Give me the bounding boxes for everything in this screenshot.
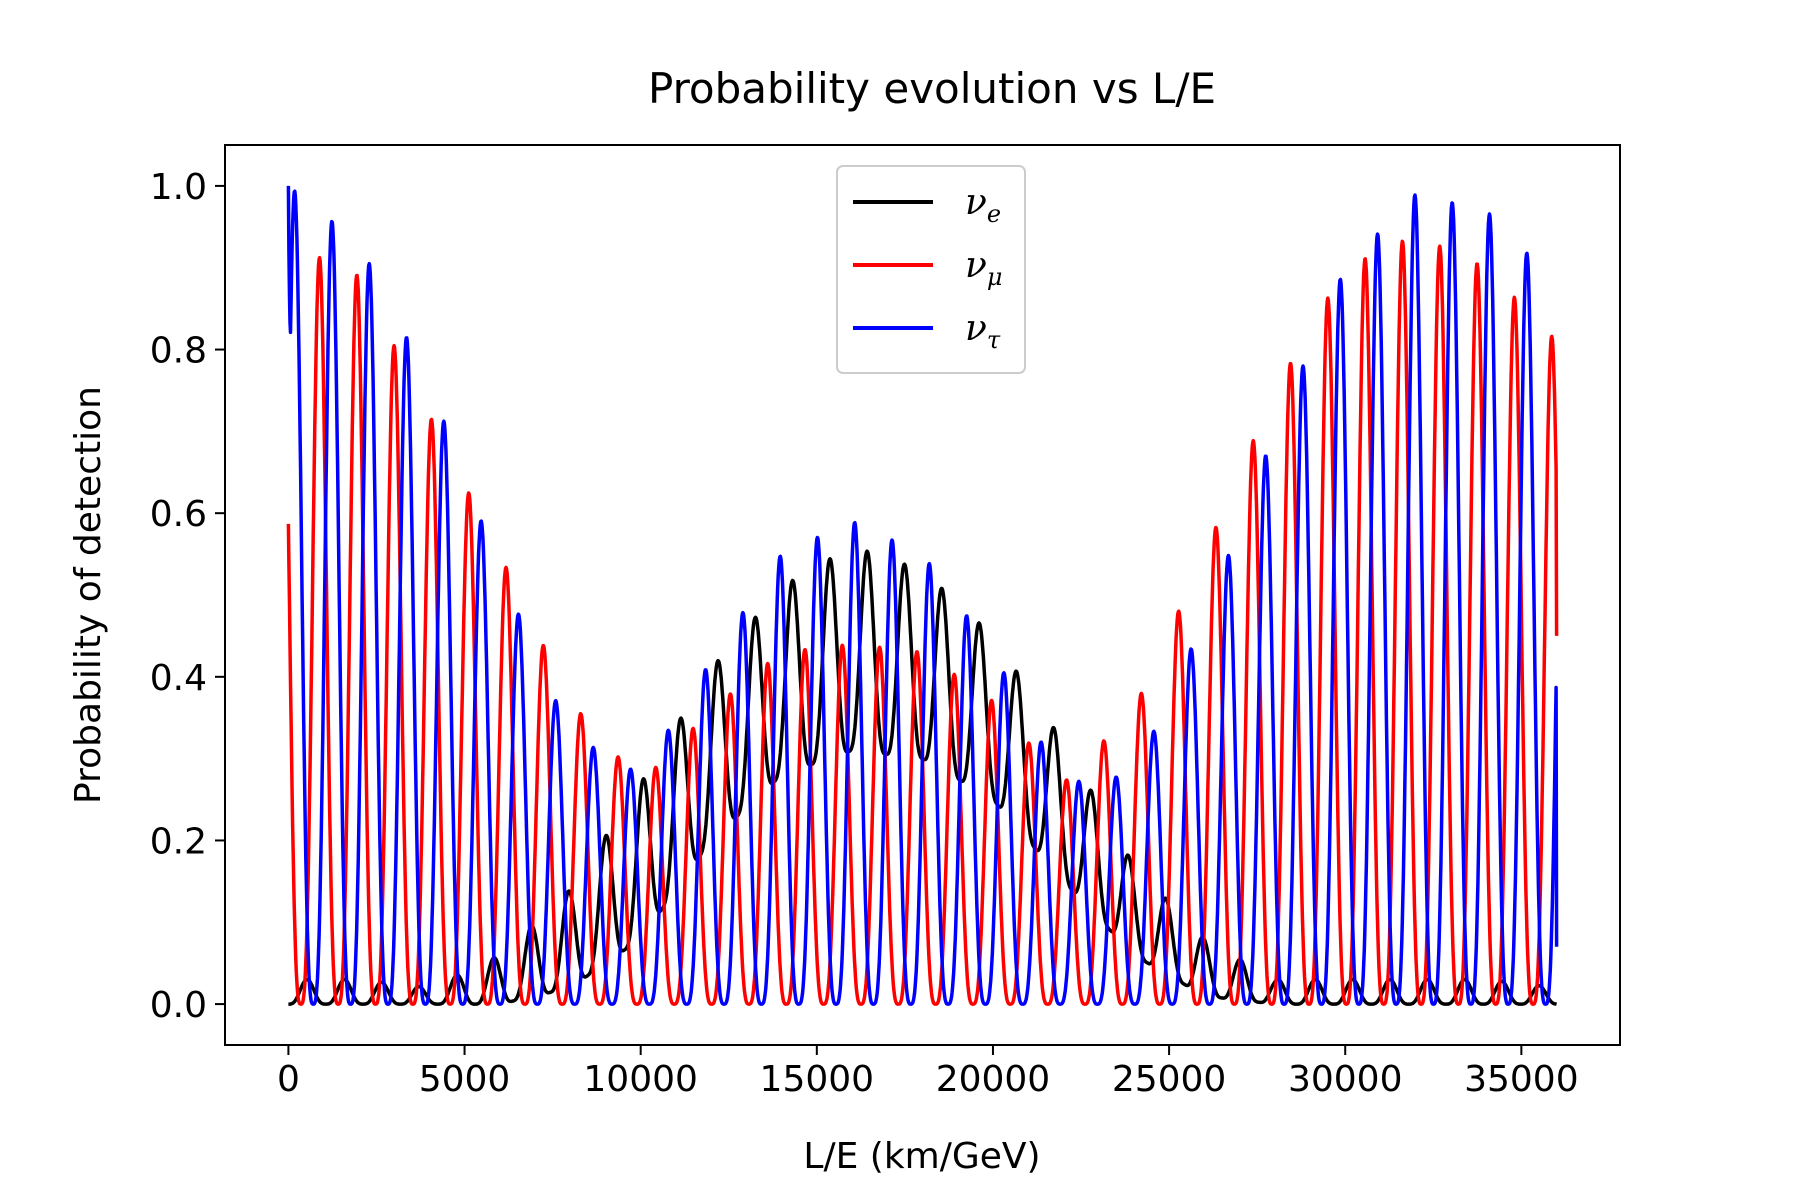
legend-label-subscript: e xyxy=(987,200,1001,228)
y-tick-label: 0.2 xyxy=(150,821,207,862)
legend-label-base: ν xyxy=(965,308,987,349)
x-tick-label: 25000 xyxy=(1112,1059,1227,1100)
legend-label: νμ xyxy=(965,245,1003,291)
legend-label-base: ν xyxy=(965,182,987,223)
x-tick-label: 35000 xyxy=(1464,1059,1579,1100)
legend-label: ντ xyxy=(965,308,1001,354)
x-axis-label: L/E (km/GeV) xyxy=(803,1136,1040,1177)
chart-title: Probability evolution vs L/E xyxy=(648,64,1216,113)
y-tick-label: 0.4 xyxy=(150,658,207,699)
plot-lines xyxy=(286,185,1559,1006)
legend-box xyxy=(836,165,1026,374)
x-tick-label: 10000 xyxy=(583,1059,698,1100)
x-tick-label: 0 xyxy=(277,1059,300,1100)
axes-frame xyxy=(224,144,1621,1046)
y-tick-label: 0.6 xyxy=(150,494,207,535)
x-tick-label: 5000 xyxy=(419,1059,511,1100)
legend-label-subscript: μ xyxy=(987,263,1003,291)
y-tick-label: 0.0 xyxy=(150,985,207,1026)
legend-label-base: ν xyxy=(965,245,987,286)
legend-label-subscript: τ xyxy=(987,326,1001,354)
x-axis: 0 5000 10000 15000 20000 25000 30000 35000 xyxy=(277,1045,1579,1100)
y-tick-label: 1.0 xyxy=(150,167,207,208)
series-line-3 xyxy=(286,185,1559,1006)
y-tick-label: 0.8 xyxy=(150,331,207,372)
x-tick-label: 20000 xyxy=(936,1059,1051,1100)
y-axis-label: Probability of detection xyxy=(68,386,109,804)
y-axis: 0.0 0.2 0.4 0.6 0.8 1.0 xyxy=(150,167,225,1026)
legend-label: νe xyxy=(965,182,1001,228)
x-tick-label: 30000 xyxy=(1288,1059,1403,1100)
x-tick-label: 15000 xyxy=(760,1059,875,1100)
